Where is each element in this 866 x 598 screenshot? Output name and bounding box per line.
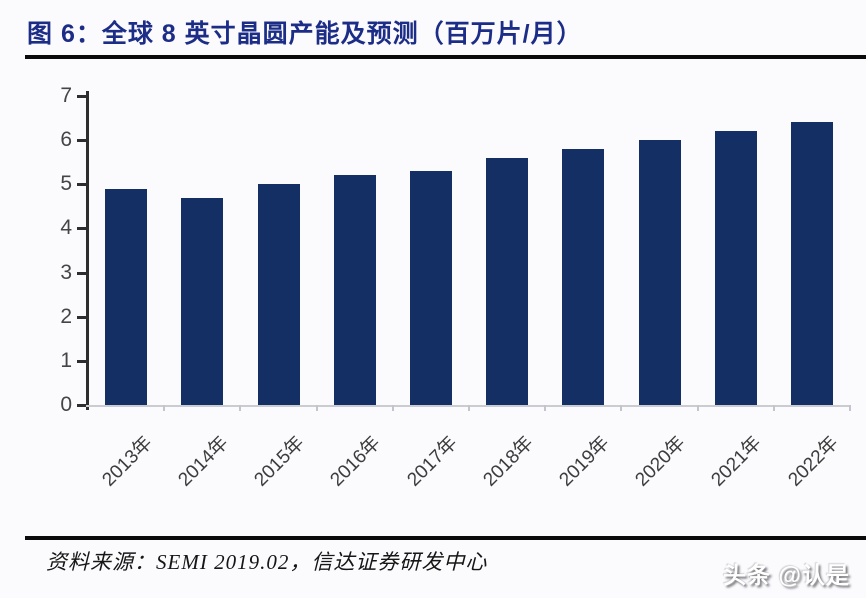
x-axis-tick <box>544 405 547 411</box>
y-axis-tick-label: 2 <box>60 304 72 328</box>
bar <box>105 188 148 405</box>
x-axis-tick <box>239 405 242 411</box>
x-axis-label-text: 2021年 <box>707 432 767 491</box>
x-axis-label-text: 2022年 <box>784 432 843 491</box>
x-axis-label-text: 2017年 <box>403 432 462 491</box>
y-axis-tick-label: 3 <box>60 260 72 284</box>
x-axis-tick <box>163 405 166 411</box>
y-axis-tick <box>77 183 86 187</box>
y-axis-tick <box>77 95 86 98</box>
y-axis-tick <box>77 404 86 407</box>
y-axis-tick-label: 7 <box>60 84 72 107</box>
x-axis-label-text: 2015年 <box>250 432 309 491</box>
y-axis-tick <box>77 139 86 143</box>
y-axis-tick <box>77 227 86 231</box>
y-axis-tick-label: 5 <box>60 172 72 196</box>
title-divider <box>25 55 866 59</box>
y-axis-tick-label: 1 <box>60 348 72 372</box>
x-axis-label-text: 2018年 <box>479 432 538 491</box>
bar <box>409 171 452 405</box>
y-axis-tick <box>77 271 86 275</box>
bar <box>790 122 833 405</box>
bar <box>714 131 757 405</box>
chart-title: 图 6：全球 8 英寸晶圆产能及预测（百万片/月） <box>27 20 583 48</box>
x-axis-label-text: 2016年 <box>326 432 386 491</box>
x-axis-tick <box>391 405 394 411</box>
x-axis-label-text: 2019年 <box>555 432 614 491</box>
x-axis-tick <box>696 405 699 411</box>
x-axis-label-text: 2020年 <box>631 432 690 491</box>
y-axis-tick-label: 4 <box>60 216 72 240</box>
bar <box>486 157 529 405</box>
y-axis-tick-label: 0 <box>60 393 72 416</box>
bar-chart: 0 1 2 3 4 5 6 7 2013年 2014年 2015年 2016年 2017年 2018年 20… <box>0 60 866 530</box>
x-axis-label-text: 2014年 <box>174 432 233 491</box>
x-axis-tick <box>468 405 470 411</box>
source-note: 资料来源：SEMI 2019.02，信达证券研发中心 <box>46 550 488 574</box>
x-axis-tick <box>620 405 623 411</box>
y-axis-line <box>86 91 89 410</box>
y-axis-tick <box>77 315 86 319</box>
bar <box>562 148 605 405</box>
bar <box>257 184 300 405</box>
x-axis-label-text: 2013年 <box>98 432 157 491</box>
bar <box>333 175 376 405</box>
x-axis-tick <box>315 405 318 411</box>
footer-divider <box>25 536 866 540</box>
y-axis-tick-label: 6 <box>60 128 72 152</box>
watermark: 头条 @认是 <box>723 562 850 588</box>
bar <box>638 140 681 405</box>
bar <box>181 197 224 405</box>
y-axis-tick <box>77 359 86 363</box>
x-axis-tick <box>772 405 775 411</box>
x-axis-tick <box>849 405 851 411</box>
